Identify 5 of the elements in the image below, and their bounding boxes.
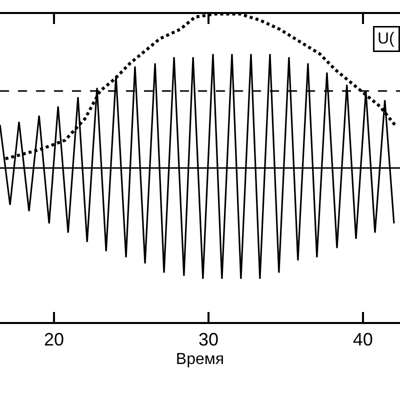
x-tick-label: 30 <box>198 330 219 350</box>
x-tick-label: 20 <box>44 330 64 350</box>
x-tick-label: 40 <box>352 330 373 350</box>
x-axis-title: Время <box>176 350 224 368</box>
annotation: U( <box>378 30 396 48</box>
